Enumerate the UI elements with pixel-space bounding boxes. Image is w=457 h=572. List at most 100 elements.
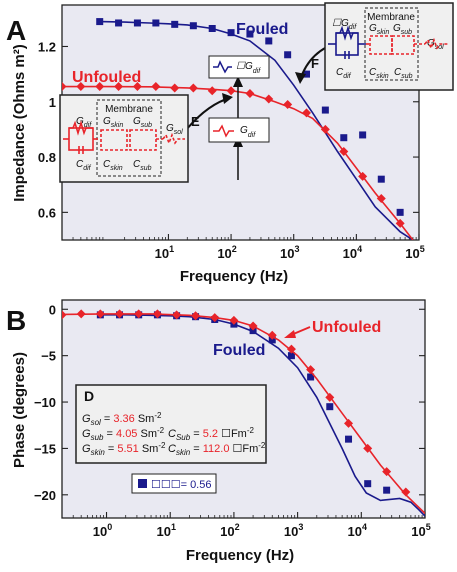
point-fouled-b: [287, 352, 295, 360]
y-tick-label-b: −15: [34, 441, 56, 456]
inset-fouled-csub: C: [394, 67, 402, 78]
inset-unfouled-gsol-sub: sol: [174, 129, 183, 136]
point-unfouled-a: [339, 147, 349, 157]
element-box-fouled: ☐Gdif: [208, 55, 270, 79]
fit-line-unfouled-b: [62, 313, 425, 514]
svg-text:Gdif: Gdif: [76, 116, 92, 129]
inset-fouled-gdif-sub: dif: [349, 24, 357, 31]
point-unfouled-b: [191, 311, 201, 321]
point-fouled-a: [396, 208, 404, 216]
point-fouled-a: [171, 20, 179, 28]
inset-fouled-gsub-sub: sub: [401, 29, 412, 36]
point-unfouled-a: [170, 83, 180, 93]
x-tick-label-a: 104: [343, 244, 362, 261]
y-tick-label-a: 1: [49, 95, 56, 110]
svg-text:Gsub: Gsub: [133, 116, 152, 129]
y-tick-label-b: −20: [34, 488, 56, 503]
inset-fouled-gsol: G: [427, 38, 435, 49]
axis-ticks-b: 100 101 102 103 104 105 0 −5 −10 −15 −20: [34, 302, 431, 539]
svg-text:Csub: Csub: [133, 159, 152, 172]
fit-line-fouled-b: [100, 313, 425, 517]
point-unfouled-a: [207, 86, 217, 96]
x-tick-label-b: 102: [220, 522, 239, 539]
y-axis-label-b: Phase (degrees): [11, 352, 28, 468]
point-unfouled-b: [62, 310, 67, 320]
param-row-sub: Gsub = 4.05 Sm-2: [82, 426, 165, 442]
svg-text:☐Gdif: ☐Gdif: [236, 61, 261, 75]
svg-text:Gskin: Gskin: [103, 116, 123, 129]
point-fouled-b: [249, 327, 257, 335]
svg-text:Gsub: Gsub: [393, 23, 412, 36]
inset-fouled-gskin-sub: skin: [377, 29, 390, 36]
inset-unfouled-gsub: G: [133, 116, 141, 127]
label-fouled-b: Fouled: [213, 342, 265, 359]
arrow-unfouled-b-head: [284, 330, 296, 338]
point-fouled-a: [340, 134, 348, 142]
inset-unfouled-cskin: C: [103, 159, 111, 170]
point-unfouled-a: [95, 82, 105, 92]
y-tick-label-b: −5: [41, 349, 56, 364]
legend-fouled-marker: [138, 479, 147, 488]
point-unfouled-b: [172, 310, 182, 320]
param-row-c-skin: Cskin = 112.0 ☐Fm-2: [168, 441, 266, 457]
element-fouled-g-sub: dif: [253, 68, 261, 75]
callout-f-label: F: [311, 56, 319, 71]
point-unfouled-a: [76, 82, 86, 92]
point-unfouled-a: [245, 88, 255, 98]
inset-unfouled-cdif: C: [76, 159, 84, 170]
svg-text:Gskin: Gskin: [369, 23, 389, 36]
fit-line-unfouled-a: [62, 85, 414, 240]
axis-ticks-a: 101 102 103 104 105 0.6 0.8 1 1.2: [38, 39, 425, 261]
x-tick-label-b: 105: [411, 522, 430, 539]
point-unfouled-b: [401, 487, 411, 497]
x-tick-label-b: 104: [348, 522, 367, 539]
label-unfouled-b: Unfouled: [312, 319, 381, 336]
point-fouled-a: [265, 37, 273, 45]
y-axis-label-a: Impedance (Ohms m²): [11, 44, 28, 202]
x-tick-label-b: 101: [156, 522, 175, 539]
element-box-unfouled: Gdif: [208, 117, 270, 143]
x-tick-label-a: 101: [155, 244, 174, 261]
series-b: [62, 309, 425, 517]
point-unfouled-a: [132, 82, 142, 92]
inset-unfouled-csub-sub: sub: [140, 165, 151, 172]
point-fouled-a: [152, 19, 160, 27]
inset-unfouled-membrane: Membrane: [105, 104, 153, 115]
point-fouled-a: [189, 22, 197, 30]
point-unfouled-b: [95, 309, 105, 319]
inset-unfouled-gsol: G: [166, 123, 174, 134]
point-unfouled-b: [248, 321, 258, 331]
series-a: [62, 18, 414, 240]
svg-text:Gdif: Gdif: [240, 125, 256, 139]
arrow-head-upper: [233, 76, 243, 87]
y-tick-label-b: −10: [34, 395, 56, 410]
point-unfouled-b: [76, 309, 86, 319]
legend-box-b: ☐☐☐= 0.56: [131, 473, 217, 494]
x-tick-label-b: 103: [284, 522, 303, 539]
inset-unfouled-gdif-sub: dif: [84, 122, 92, 129]
param-row-c-sub: CSub = 5.2 ☐Fm-2: [168, 426, 255, 442]
point-fouled-b: [307, 373, 315, 381]
inset-unfouled-csub: C: [133, 159, 141, 170]
panel-b: B 100 101 102 103 104 105 0 −5 −10 −15 −20 Phase (…: [6, 299, 431, 564]
point-fouled-b: [268, 336, 276, 344]
point-fouled-b: [364, 480, 372, 488]
circuit-inset-unfouled: Membrane Gdif Gskin Gsub Gsol Cdif Cskin…: [59, 94, 189, 183]
inset-fouled-cdif: C: [336, 67, 344, 78]
y-tick-label-a: 0.6: [38, 205, 56, 220]
inset-fouled-gdif: ☐G: [332, 18, 349, 29]
x-axis-label-a: Frequency (Hz): [180, 268, 288, 285]
point-unfouled-b: [363, 443, 373, 453]
point-fouled-b: [345, 435, 353, 443]
point-fouled-a: [284, 51, 292, 59]
panel-a: A 101 102 103 104 105 0.6 0.8 1 1.2 Impedance (O…: [6, 2, 454, 285]
svg-text:Cdif: Cdif: [76, 159, 92, 172]
x-tick-label-a: 103: [280, 244, 299, 261]
x-axis-label-b: Frequency (Hz): [186, 547, 294, 564]
callout-e-label: E: [191, 114, 200, 129]
legend-box-text: ☐☐☐= 0.56: [151, 479, 211, 491]
point-unfouled-b: [382, 467, 392, 477]
point-fouled-a: [227, 29, 235, 37]
